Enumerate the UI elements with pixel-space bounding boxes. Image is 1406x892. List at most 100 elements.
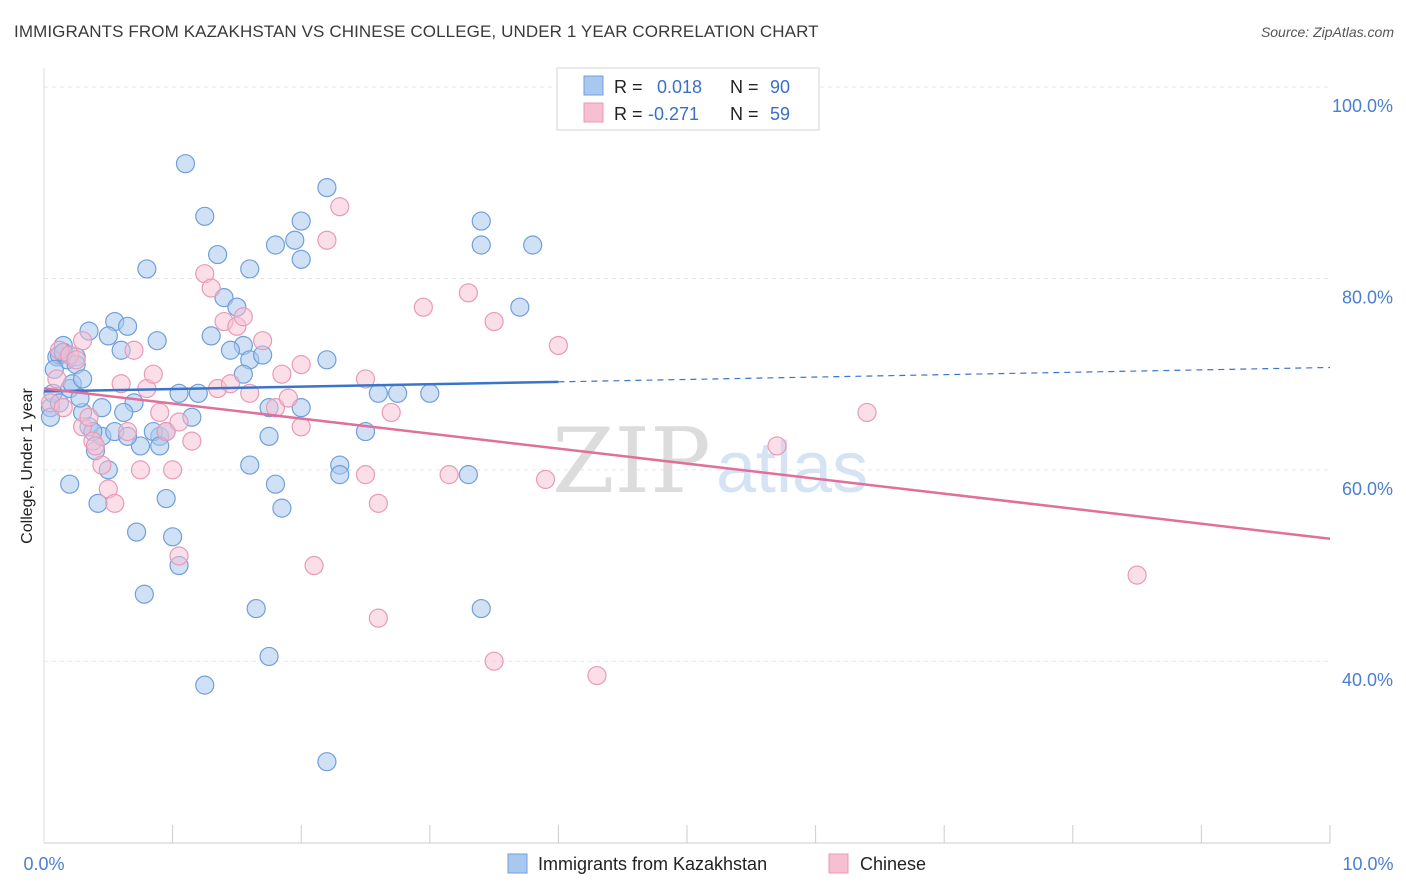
point-kazakhstan-36 [208,244,228,265]
trend-line-kazakhstan-extension [558,366,1331,383]
point-kazakhstan-21 [117,316,138,336]
point-kazakhstan-53 [317,350,337,370]
point-kazakhstan-24 [130,436,151,456]
watermark: ZIP atlas [552,409,868,514]
point-kazakhstan-34 [175,154,196,174]
point-chinese-17 [156,421,176,442]
y-axis-label: College, Under 1 year [19,388,36,544]
point-chinese-52 [857,402,877,423]
point-chinese-54 [72,331,93,351]
x-ticks [172,825,1331,843]
top-legend: R = 0.018 N = 90 R = -0.271 N = 59 [556,67,820,131]
y-tick-labels: 40.0% 60.0% 80.0% 100.0% [1332,96,1393,690]
point-kazakhstan-16 [60,474,80,494]
point-chinese-48 [535,469,556,490]
series-kazakhstan-points [40,154,543,772]
point-kazakhstan-55 [330,465,350,485]
point-chinese-42 [381,402,401,423]
point-kazakhstan-76 [92,398,112,418]
point-kazakhstan-27 [137,259,157,279]
point-chinese-11 [111,374,131,394]
point-chinese-36 [317,230,337,250]
point-chinese-38 [355,369,376,389]
y-tick-label-80: 80.0% [1342,287,1393,307]
point-kazakhstan-45 [265,474,286,494]
point-chinese-43 [413,297,433,317]
legend-n-label-chinese: N = [730,104,759,124]
point-chinese-15 [143,364,163,384]
point-chinese-21 [182,431,202,451]
point-kazakhstan-32 [126,522,147,542]
point-chinese-40 [368,493,388,513]
point-kazakhstan-28 [147,331,167,351]
point-kazakhstan-30 [156,488,176,509]
point-chinese-45 [458,283,478,303]
point-chinese-27 [233,307,253,327]
point-kazakhstan-82 [188,383,208,403]
point-kazakhstan-69 [317,752,337,772]
point-kazakhstan-80 [220,340,241,360]
point-kazakhstan-79 [201,326,221,346]
point-chinese-35 [304,555,324,576]
point-chinese-18 [163,460,183,480]
point-kazakhstan-60 [458,465,478,485]
point-kazakhstan-83 [291,398,311,418]
point-kazakhstan-64 [510,297,530,317]
point-chinese-41 [368,608,388,628]
point-chinese-19 [169,546,189,566]
point-kazakhstan-61 [471,211,491,231]
point-kazakhstan-47 [240,455,260,475]
point-chinese-13 [124,340,144,360]
point-kazakhstan-86 [72,369,93,389]
point-chinese-39 [355,465,376,485]
legend-r-label-chinese: R = [614,104,643,124]
point-chinese-32 [278,388,298,408]
point-kazakhstan-65 [523,235,543,255]
point-kazakhstan-81 [233,364,253,384]
legend-swatch-kazakhstan [583,75,604,96]
watermark-atlas: atlas [716,428,868,508]
point-kazakhstan-67 [259,646,279,667]
point-chinese-4 [66,350,86,370]
point-kazakhstan-63 [471,598,491,619]
y-tick-label-60: 60.0% [1342,479,1393,499]
bottom-legend-swatch-chinese [828,853,849,874]
point-kazakhstan-58 [388,383,408,403]
point-kazakhstan-50 [291,211,311,231]
trend-line-chinese [43,387,1331,540]
legend-r-value-kazakhstan: 0.018 [657,77,702,97]
legend-n-value-chinese: 59 [770,104,790,124]
bottom-legend: Immigrants from Kazakhstan Chinese [507,853,926,874]
y-tick-label-40: 40.0% [1342,670,1393,690]
point-kazakhstan-19 [98,326,118,346]
point-chinese-46 [484,311,504,332]
legend-swatch-chinese [583,102,604,123]
point-kazakhstan-35 [195,206,215,226]
legend-n-label-kazakhstan: N = [730,77,759,97]
point-kazakhstan-59 [420,383,440,403]
point-chinese-56 [130,460,151,480]
point-chinese-8 [92,455,112,475]
point-chinese-31 [272,364,292,384]
point-kazakhstan-33 [169,383,189,403]
point-kazakhstan-68 [195,675,215,695]
bottom-legend-swatch-kazakhstan [507,853,528,874]
trend-lines [43,366,1331,540]
point-chinese-49 [548,335,569,356]
point-chinese-47 [484,651,504,671]
point-kazakhstan-40 [240,259,260,279]
y-tick-label-100: 100.0% [1332,96,1393,116]
point-chinese-16 [150,402,170,423]
x-tick-label-min: 0.0% [23,854,64,874]
point-chinese-55 [85,436,106,456]
x-tick-label-max: 10.0% [1342,854,1393,874]
point-chinese-33 [291,355,311,375]
source-label: Source: ZipAtlas.com [1260,24,1394,40]
point-chinese-57 [220,374,241,394]
watermark-zip: ZIP [552,409,711,514]
point-chinese-51 [767,436,787,456]
trend-line-kazakhstan [43,380,559,393]
point-kazakhstan-46 [272,498,292,518]
point-kazakhstan-66 [246,598,266,619]
